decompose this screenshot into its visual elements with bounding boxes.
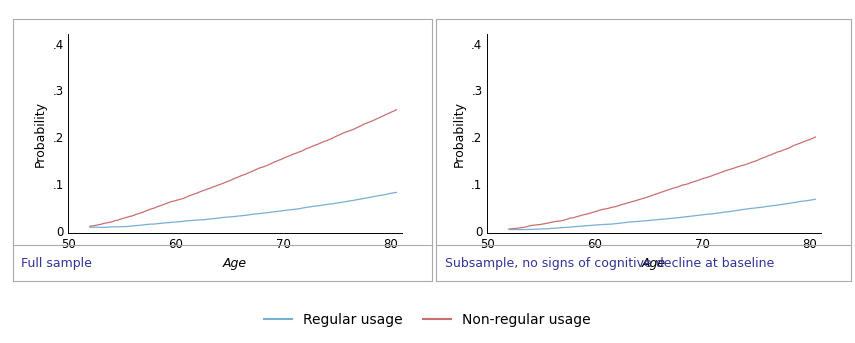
X-axis label: Age: Age <box>642 257 666 270</box>
X-axis label: Age: Age <box>223 257 247 270</box>
Text: Subsample, no signs of cognitive decline at baseline: Subsample, no signs of cognitive decline… <box>445 257 774 270</box>
Y-axis label: Probability: Probability <box>452 101 466 167</box>
Legend: Regular usage, Non-regular usage: Regular usage, Non-regular usage <box>258 308 597 333</box>
Text: Full sample: Full sample <box>21 257 92 270</box>
Y-axis label: Probability: Probability <box>33 101 47 167</box>
